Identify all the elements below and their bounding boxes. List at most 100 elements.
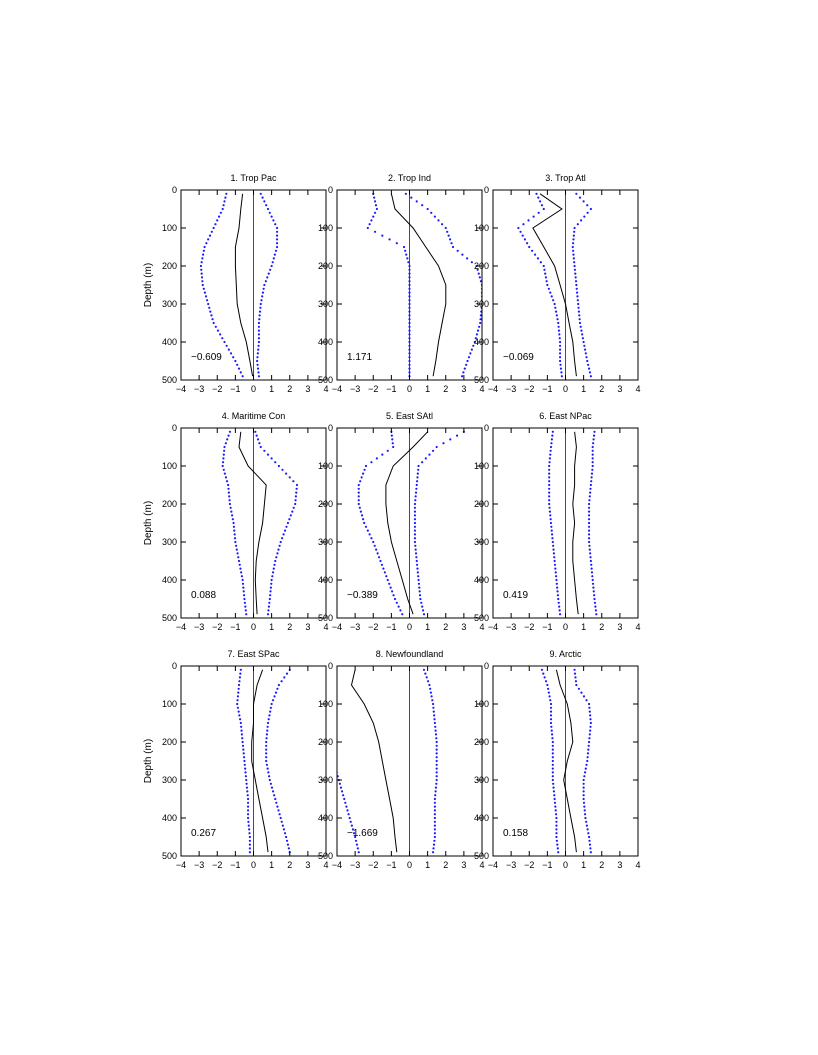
lower-bound-dot <box>552 552 556 555</box>
lower-bound-dot <box>232 356 235 359</box>
lower-bound-dot <box>548 487 551 490</box>
lower-bound-dot <box>408 314 411 317</box>
lower-bound-dot <box>408 359 411 363</box>
lower-bound-dot <box>551 740 554 744</box>
upper-bound-dot <box>418 594 422 597</box>
upper-bound-dot <box>586 211 589 214</box>
upper-bound-dot <box>258 442 261 445</box>
y-tick-label: 200 <box>474 261 489 271</box>
x-tick-label: 0 <box>251 384 256 394</box>
upper-bound-dot <box>479 321 482 325</box>
lower-bound-dot <box>370 219 373 222</box>
upper-bound-dot <box>435 752 438 755</box>
upper-bound-dot <box>268 597 271 601</box>
lower-bound-dot <box>209 310 212 313</box>
upper-bound-dot <box>271 571 275 574</box>
upper-bound-dot <box>582 778 585 782</box>
upper-bound-dot <box>573 264 576 268</box>
lower-bound-dot <box>242 594 246 597</box>
lower-bound-dot <box>548 468 551 471</box>
y-tick-label: 100 <box>162 223 177 233</box>
lower-bound-dot <box>238 680 241 683</box>
upper-bound-dot <box>592 586 595 589</box>
lower-bound-dot <box>234 359 237 363</box>
upper-bound-dot <box>415 559 418 563</box>
upper-bound-dot <box>588 548 591 551</box>
upper-bound-dot <box>265 763 269 766</box>
lower-bound-dot <box>245 613 248 616</box>
lower-bound-dot <box>234 540 237 544</box>
upper-bound-dot <box>435 748 438 751</box>
upper-bound-dot <box>292 506 295 509</box>
upper-bound-dot <box>478 325 481 328</box>
upper-bound-dot <box>268 211 271 214</box>
x-tick-label: −4 <box>488 622 498 632</box>
lower-bound-dot <box>539 200 542 203</box>
lower-bound-dot <box>241 744 245 747</box>
upper-bound-dot <box>573 668 576 671</box>
y-tick-label: 0 <box>328 185 333 195</box>
upper-bound-dot <box>265 744 268 747</box>
upper-bound-dot <box>583 348 587 351</box>
upper-bound-dot <box>278 813 281 816</box>
lower-bound-dot <box>248 843 251 846</box>
lower-bound-dot <box>237 556 240 559</box>
lower-bound-dot <box>217 215 221 218</box>
upper-bound-dot <box>433 816 436 820</box>
upper-bound-dot <box>270 702 273 706</box>
lower-bound-dot <box>383 571 386 574</box>
upper-bound-dot <box>472 344 475 347</box>
lower-bound-dot <box>555 578 558 582</box>
lower-bound-dot <box>357 851 360 854</box>
upper-bound-dot <box>410 196 413 199</box>
x-tick-label: 1 <box>581 622 586 632</box>
upper-bound-dot <box>269 590 272 593</box>
lower-bound-dot <box>210 230 213 233</box>
upper-bound-dot <box>275 234 279 237</box>
upper-bound-dot <box>274 223 277 226</box>
upper-bound-dot <box>281 824 284 827</box>
upper-bound-dot <box>463 367 466 370</box>
panel-annotation: −1.669 <box>347 828 378 839</box>
x-tick-label: −3 <box>506 384 516 394</box>
lower-bound-dot <box>245 778 248 782</box>
upper-bound-dot <box>285 835 288 839</box>
panel-annotation: 1.171 <box>347 352 372 363</box>
lower-bound-dot <box>548 483 551 487</box>
upper-bound-dot <box>573 268 577 271</box>
lower-bound-dot <box>556 586 559 589</box>
y-tick-label: 100 <box>162 461 177 471</box>
lower-bound-dot <box>555 835 558 839</box>
panel-title: 8. Newfoundland <box>376 649 444 659</box>
upper-bound-dot <box>590 480 593 483</box>
upper-bound-dot <box>586 752 590 755</box>
lower-bound-dot <box>221 337 224 340</box>
upper-bound-dot <box>587 363 590 366</box>
upper-bound-dot <box>256 367 260 370</box>
lower-bound-dot <box>546 683 549 687</box>
upper-bound-dot <box>462 371 465 374</box>
upper-bound-dot <box>590 472 594 475</box>
lower-bound-dot <box>246 790 249 793</box>
lower-bound-dot <box>357 491 360 494</box>
upper-bound-dot <box>269 586 272 589</box>
y-tick-label: 400 <box>162 813 177 823</box>
lower-bound-dot <box>363 521 366 525</box>
x-tick-label: −2 <box>524 384 534 394</box>
upper-bound-dot <box>413 540 417 544</box>
lower-bound-dot <box>548 506 551 509</box>
lower-bound-dot <box>236 706 240 709</box>
upper-bound-dot <box>426 207 429 211</box>
lower-bound-dot <box>555 839 558 842</box>
lower-bound-dot <box>370 537 373 540</box>
lower-bound-dot <box>549 714 553 717</box>
upper-bound-dot <box>260 299 263 302</box>
lower-bound-dot <box>558 613 562 616</box>
upper-bound-dot <box>575 192 578 195</box>
lower-bound-dot <box>228 495 231 498</box>
lower-bound-dot <box>237 691 240 694</box>
lower-bound-dot <box>200 272 203 275</box>
upper-bound-dot <box>589 559 592 563</box>
lower-bound-dot <box>228 499 231 502</box>
x-tick-label: −4 <box>332 860 342 870</box>
